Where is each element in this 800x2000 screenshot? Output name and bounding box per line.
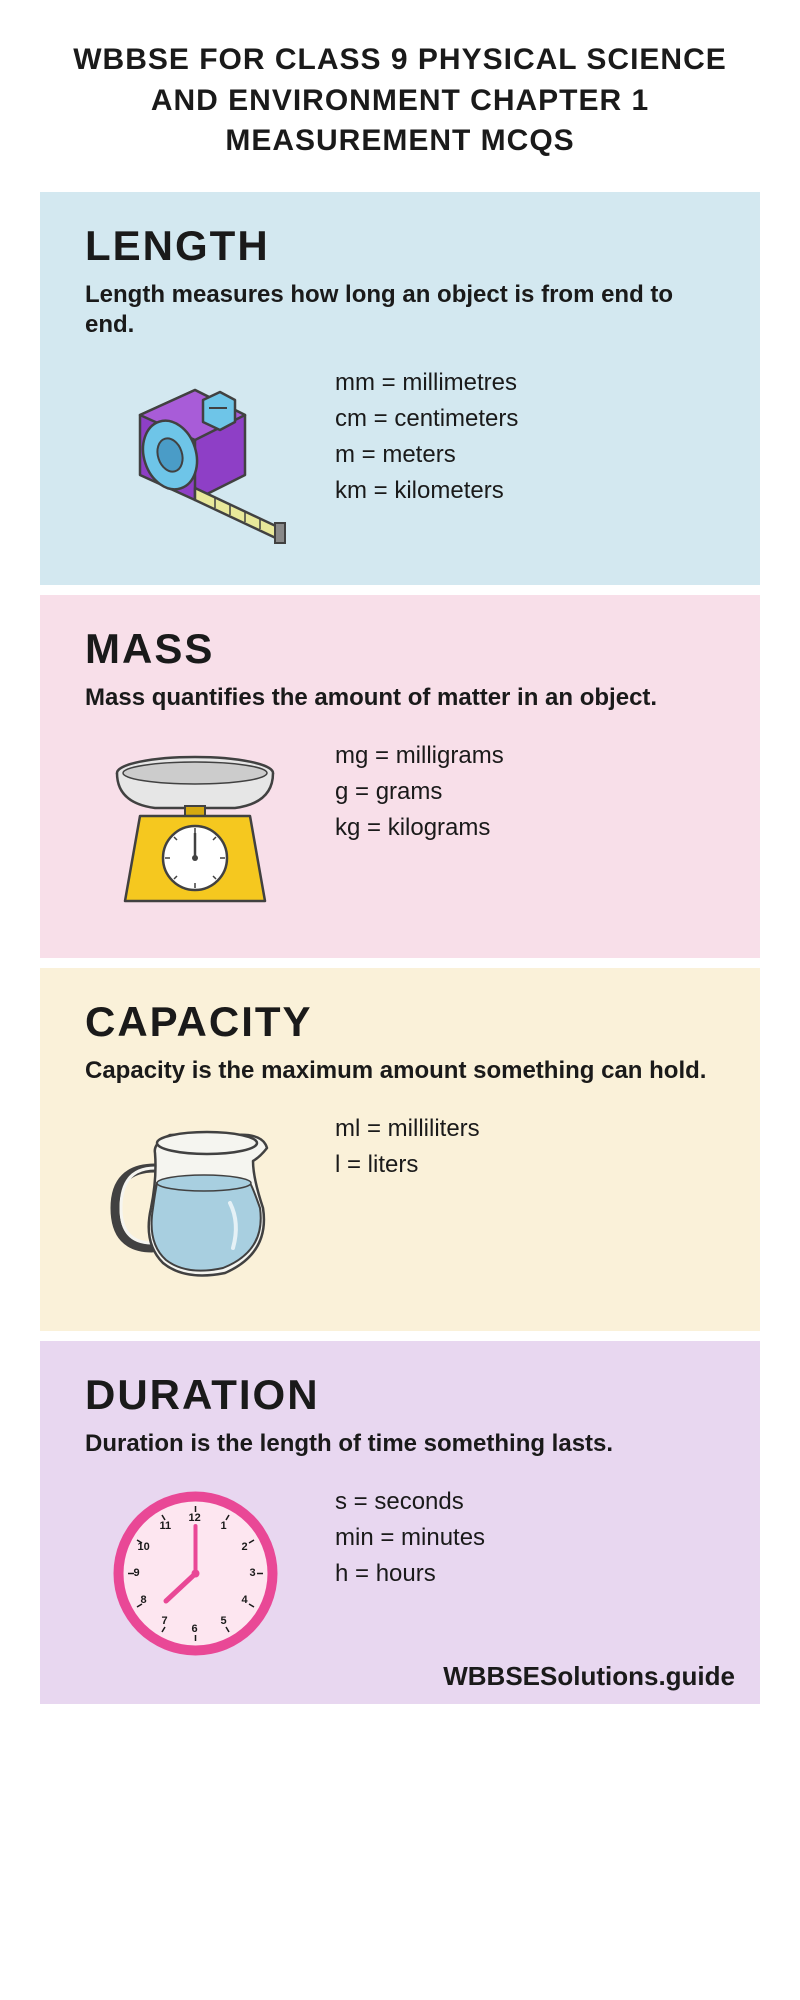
clock-number: 6 <box>192 1623 198 1635</box>
kitchen-scale-icon <box>85 733 305 923</box>
clock-number: 11 <box>160 1520 172 1532</box>
clock-number: 12 <box>189 1512 201 1524</box>
duration-title: DURATION <box>85 1371 715 1419</box>
length-description: Length measures how long an object is fr… <box>85 280 715 340</box>
mass-units-list: mg = milligrams g = grams kg = kilograms <box>335 733 715 846</box>
mass-description: Mass quantifies the amount of matter in … <box>85 683 715 713</box>
clock-number: 7 <box>162 1615 168 1627</box>
unit-line: mm = millimetres <box>335 365 715 401</box>
card-length: LENGTH Length measures how long an objec… <box>40 192 760 585</box>
length-title: LENGTH <box>85 222 715 270</box>
card-capacity: CAPACITY Capacity is the maximum amount … <box>40 968 760 1331</box>
unit-line: l = liters <box>335 1147 715 1183</box>
unit-line: s = seconds <box>335 1484 715 1520</box>
page-title: WBBSE FOR CLASS 9 PHYSICAL SCIENCE AND E… <box>40 30 760 192</box>
clock-icon: 12 1 2 3 4 5 6 7 8 9 10 11 <box>85 1479 305 1669</box>
length-content: mm = millimetres cm = centimeters m = me… <box>85 360 715 550</box>
tape-measure-icon <box>85 360 305 550</box>
clock-number: 1 <box>221 1520 227 1532</box>
duration-description: Duration is the length of time something… <box>85 1429 715 1459</box>
unit-line: ml = milliliters <box>335 1111 715 1147</box>
capacity-description: Capacity is the maximum amount something… <box>85 1056 715 1086</box>
clock-number: 9 <box>134 1567 140 1579</box>
unit-line: g = grams <box>335 774 715 810</box>
clock-number: 10 <box>138 1541 150 1553</box>
capacity-content: ml = milliliters l = liters <box>85 1106 715 1296</box>
clock-number: 4 <box>242 1594 248 1606</box>
pitcher-icon <box>85 1106 305 1296</box>
capacity-units-list: ml = milliliters l = liters <box>335 1106 715 1183</box>
mass-content: mg = milligrams g = grams kg = kilograms <box>85 733 715 923</box>
unit-line: mg = milligrams <box>335 738 715 774</box>
duration-units-list: s = seconds min = minutes h = hours <box>335 1479 715 1592</box>
footer-credit: WBBSESolutions.guide <box>443 1661 735 1692</box>
duration-content: 12 1 2 3 4 5 6 7 8 9 10 11 s = seconds m… <box>85 1479 715 1669</box>
unit-line: kg = kilograms <box>335 810 715 846</box>
length-units-list: mm = millimetres cm = centimeters m = me… <box>335 360 715 509</box>
unit-line: h = hours <box>335 1556 715 1592</box>
unit-line: cm = centimeters <box>335 401 715 437</box>
clock-number: 2 <box>242 1541 248 1553</box>
mass-title: MASS <box>85 625 715 673</box>
unit-line: min = minutes <box>335 1520 715 1556</box>
clock-number: 5 <box>221 1615 227 1627</box>
capacity-title: CAPACITY <box>85 998 715 1046</box>
clock-number: 3 <box>250 1567 256 1579</box>
clock-number: 8 <box>141 1594 147 1606</box>
card-mass: MASS Mass quantifies the amount of matte… <box>40 595 760 958</box>
unit-line: m = meters <box>335 437 715 473</box>
card-duration: DURATION Duration is the length of time … <box>40 1341 760 1704</box>
unit-line: km = kilometers <box>335 473 715 509</box>
